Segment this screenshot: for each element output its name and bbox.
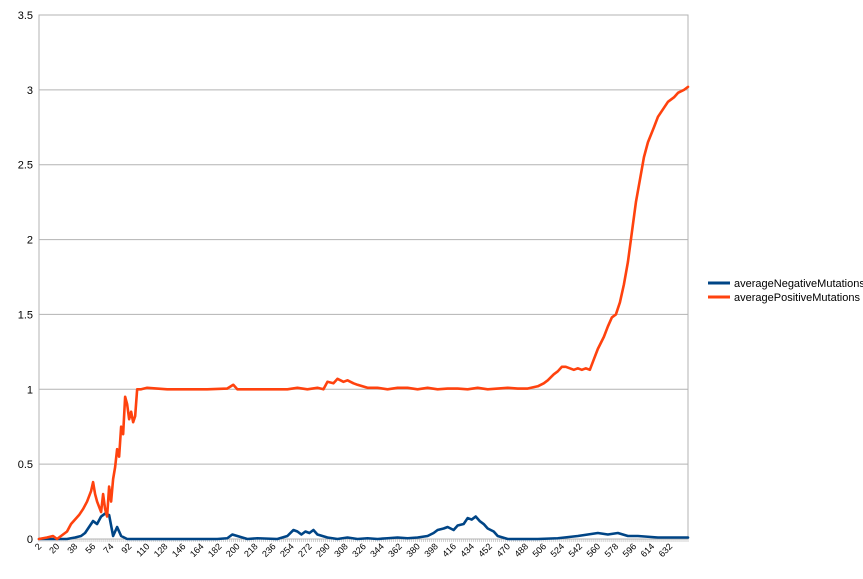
x-tick-label: 146: [170, 541, 188, 559]
y-axis-tick-labels: 0 0.5 1 1.5 2 2.5 3 3.5: [18, 10, 33, 546]
x-tick-label: 164: [188, 541, 206, 559]
legend-label: averageNegativeMutations: [734, 278, 863, 290]
x-tick-label: 434: [458, 541, 476, 559]
y-tick-label: 1: [27, 384, 33, 396]
x-tick-label: 128: [152, 541, 170, 559]
x-tick-label: 542: [567, 541, 585, 559]
plot-area: [38, 14, 689, 540]
y-tick-label: 2.5: [18, 160, 33, 172]
x-tick-label: 560: [585, 541, 603, 559]
y-tick-label: 2: [27, 235, 33, 247]
x-tick-label: 452: [476, 541, 494, 559]
x-tick-label: 2: [33, 541, 44, 552]
x-tick-label: 74: [101, 541, 115, 555]
x-tick-label: 380: [404, 541, 422, 559]
x-tick-label: 596: [621, 541, 639, 559]
series-line-0: [37, 512, 690, 541]
x-tick-label: 524: [549, 541, 567, 559]
y-tick-label: 3.5: [18, 10, 33, 22]
x-tick-label: 632: [657, 541, 675, 559]
legend: averageNegativeMutations averagePositiveM…: [708, 278, 863, 304]
series-lines: [37, 85, 690, 541]
x-tick-label: 236: [260, 541, 278, 559]
gridlines: [39, 14, 688, 540]
x-tick-label: 92: [119, 541, 133, 555]
y-tick-label: 1.5: [18, 309, 33, 321]
x-axis-tick-labels: 2 20 38 56 74 92 110 128 146 164 182 200 218 236 254 27…: [33, 539, 689, 559]
x-tick-label: 56: [83, 541, 97, 555]
x-tick-label: 506: [530, 541, 548, 559]
x-tick-label: 344: [368, 541, 386, 559]
y-tick-label: 0: [27, 534, 33, 546]
x-tick-label: 578: [603, 541, 621, 559]
legend-label: averagePositiveMutations: [734, 292, 860, 304]
x-tick-label: 290: [314, 541, 332, 559]
x-tick-label: 218: [242, 541, 260, 559]
x-tick-label: 182: [206, 541, 224, 559]
x-tick-label: 308: [332, 541, 350, 559]
series-line-1: [37, 85, 690, 541]
x-tick-label: 614: [639, 541, 657, 559]
y-tick-label: 0.5: [18, 459, 33, 471]
x-tick-label: 272: [296, 541, 314, 559]
x-tick-label: 38: [65, 541, 79, 555]
x-tick-label: 326: [350, 541, 368, 559]
x-tick-label: 110: [134, 541, 151, 558]
x-tick-label: 200: [224, 541, 242, 559]
x-tick-label: 488: [512, 541, 530, 559]
x-tick-label: 20: [47, 541, 61, 555]
y-tick-label: 3: [27, 85, 33, 97]
x-tick-label: 416: [440, 541, 458, 559]
x-tick-label: 398: [422, 541, 440, 559]
x-tick-label: 470: [494, 541, 512, 559]
x-tick-label: 254: [278, 541, 296, 559]
x-tick-label: 362: [386, 541, 404, 559]
